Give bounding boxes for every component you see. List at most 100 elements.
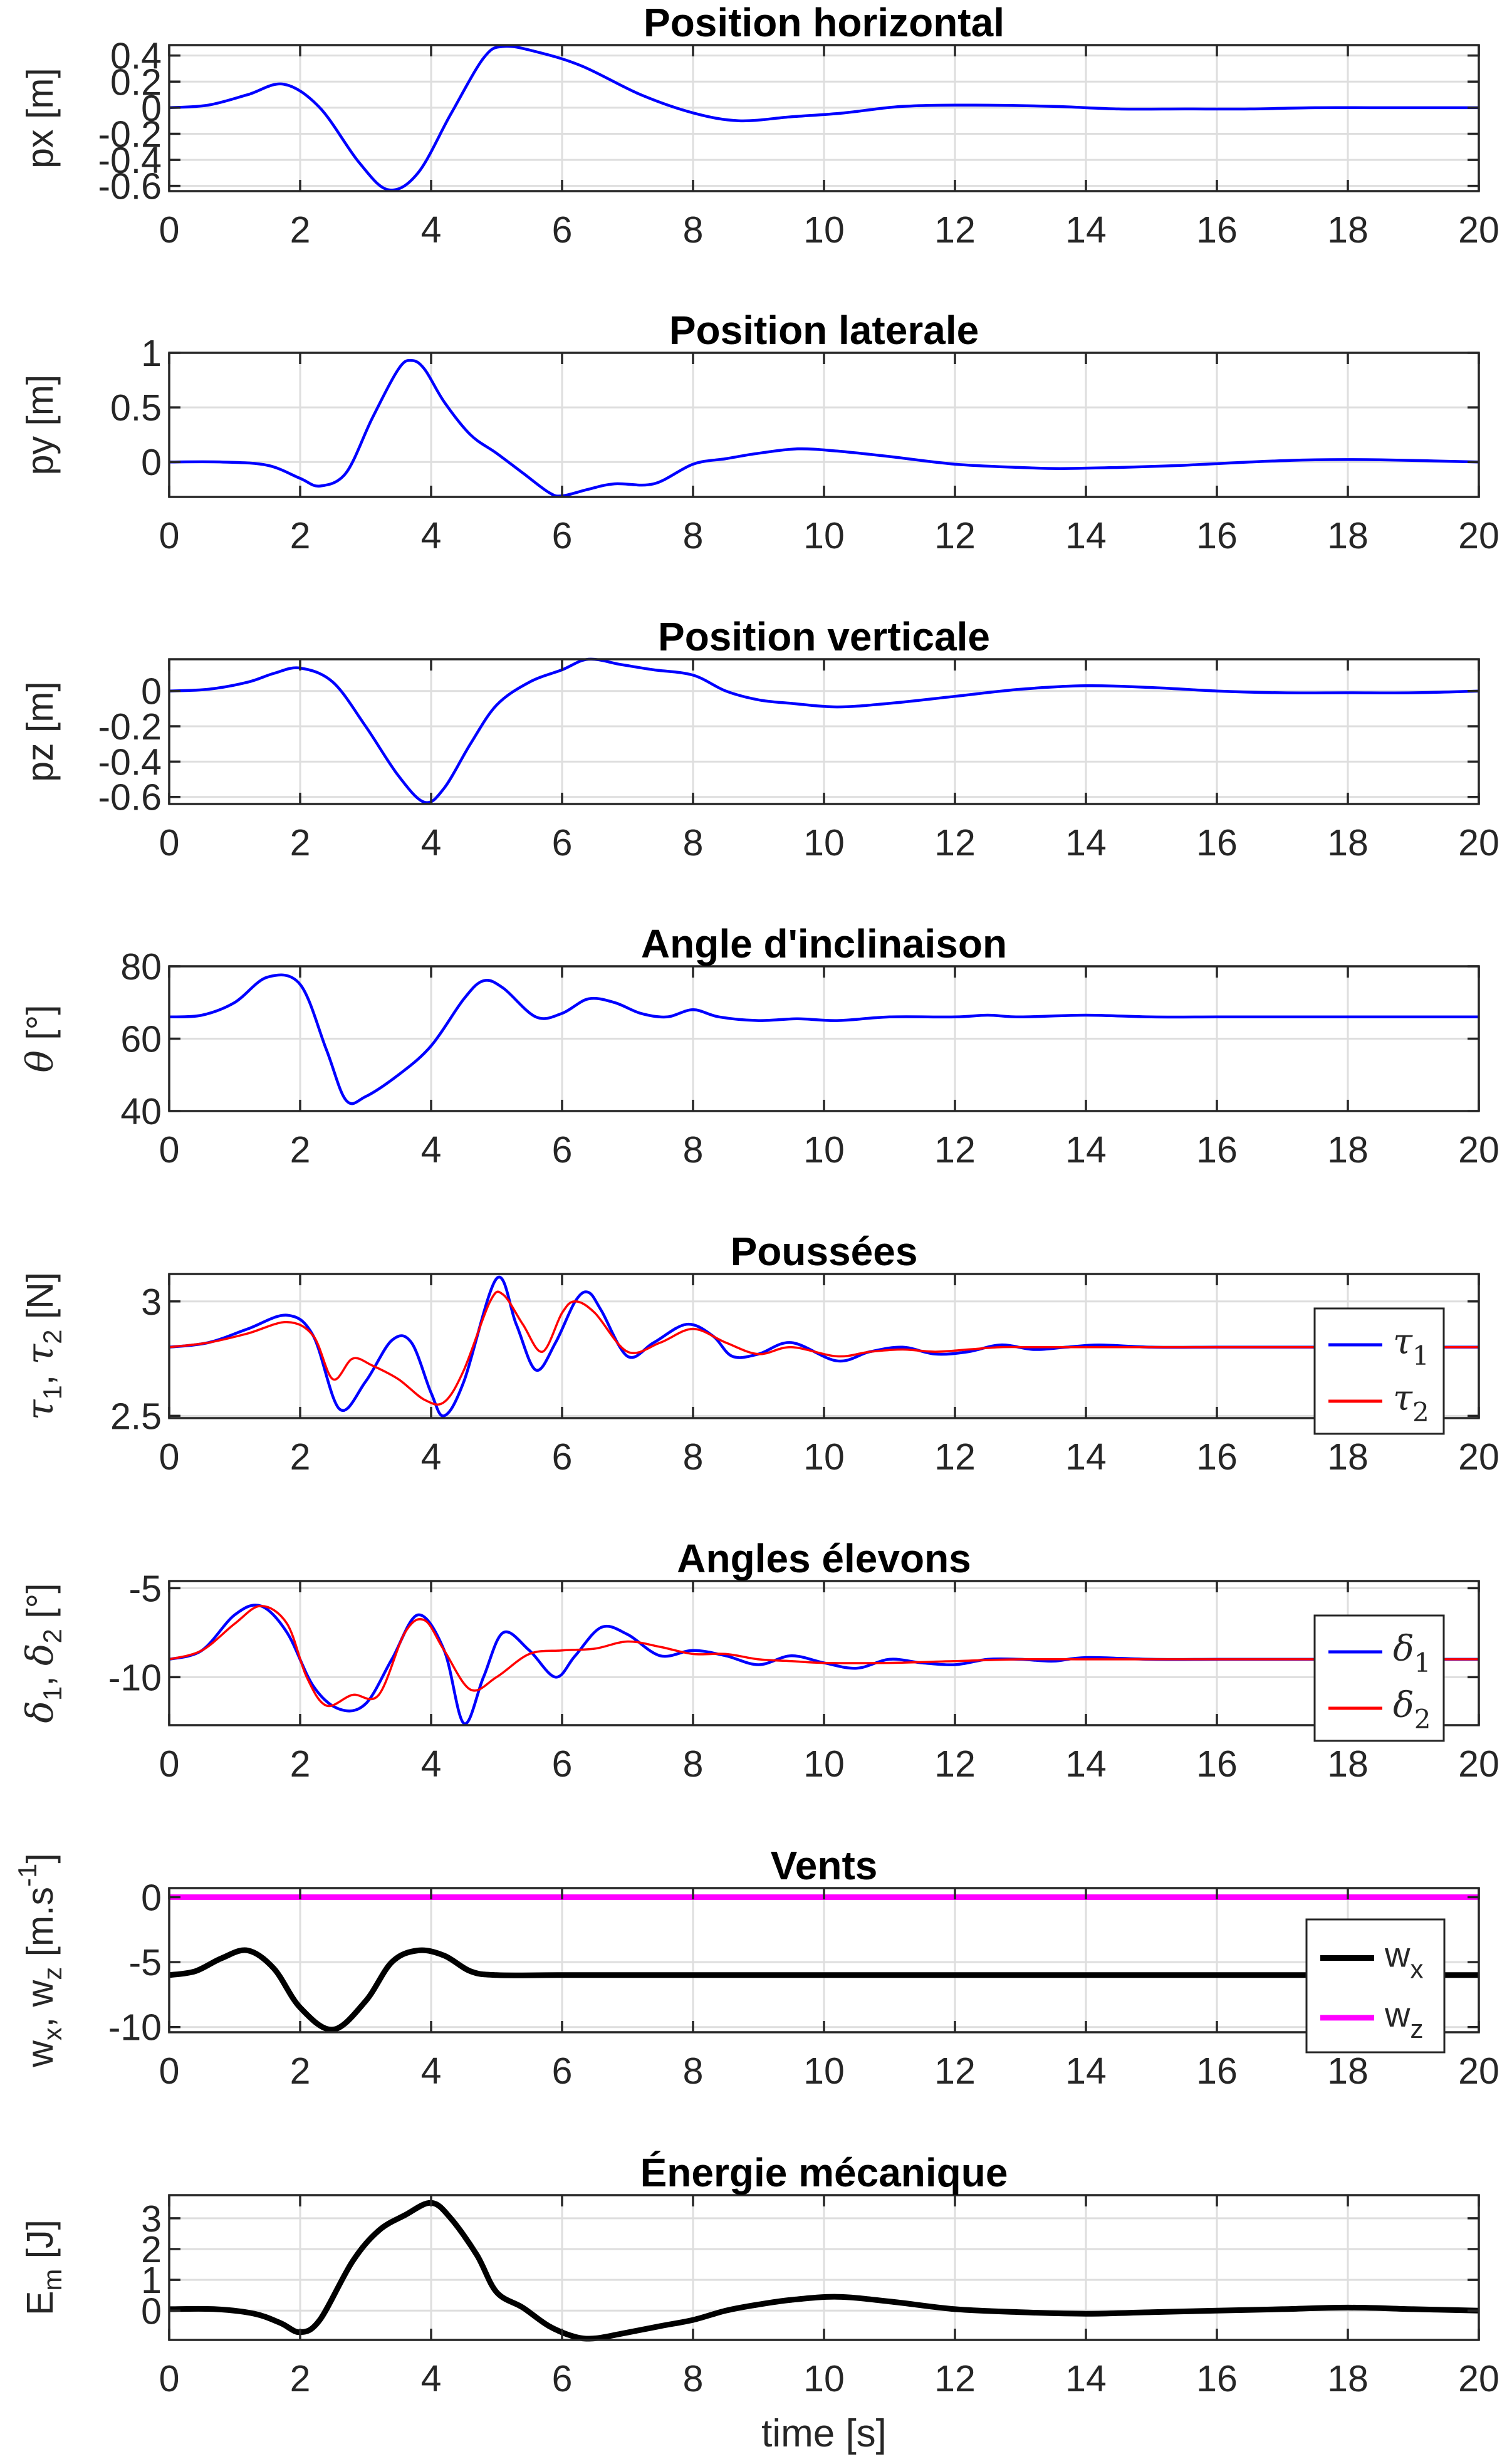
y-tick-label: 2 bbox=[141, 2229, 162, 2270]
x-tick-label: 2 bbox=[290, 1129, 311, 1171]
x-tick-label: 6 bbox=[552, 822, 573, 864]
x-tick-label: 20 bbox=[1458, 1743, 1499, 1785]
y-tick-label: 3 bbox=[141, 1282, 162, 1323]
chart-title: Vents bbox=[771, 1843, 878, 1888]
chart-title: Position verticale bbox=[658, 614, 990, 659]
y-tick-label: -0.2 bbox=[98, 706, 162, 748]
x-tick-label: 16 bbox=[1196, 822, 1238, 864]
x-tick-label: 18 bbox=[1327, 209, 1369, 251]
y-tick-label: 0 bbox=[141, 2290, 162, 2332]
x-tick-label: 14 bbox=[1065, 209, 1107, 251]
y-tick-label: 80 bbox=[120, 946, 162, 988]
chart-title: Position laterale bbox=[669, 308, 979, 353]
x-tick-label: 12 bbox=[934, 1743, 976, 1785]
y-tick-label: 0 bbox=[141, 1877, 162, 1919]
y-tick-label: -0.6 bbox=[98, 777, 162, 818]
y-tick-label: -0.4 bbox=[98, 140, 162, 181]
x-tick-label: 10 bbox=[803, 209, 845, 251]
x-tick-label: 16 bbox=[1196, 1436, 1238, 1478]
chart-title: Position horizontal bbox=[644, 0, 1004, 45]
x-tick-label: 2 bbox=[290, 822, 311, 864]
chart-title: Angles élevons bbox=[677, 1536, 971, 1581]
y-axis-label: py [m] bbox=[19, 375, 61, 476]
x-tick-label: 20 bbox=[1458, 822, 1499, 864]
y-tick-label: 0.4 bbox=[110, 36, 162, 77]
x-tick-label: 8 bbox=[683, 1743, 704, 1785]
y-axis-label: Em [J] bbox=[19, 2220, 67, 2315]
chart-panel-4: 0 2 4 6 8 10 12 14 16 18 20 80 60 40 Angle d'inclinais… bbox=[18, 921, 1499, 1171]
y-axis-label: τ1, τ2 [N] bbox=[18, 1272, 67, 1421]
x-tick-label: 6 bbox=[552, 1129, 573, 1171]
x-tick-label: 4 bbox=[421, 2358, 442, 2399]
chart-title: Angle d'inclinaison bbox=[641, 921, 1007, 966]
x-tick-label: 4 bbox=[421, 1743, 442, 1785]
chart-panel-1: 0 2 4 6 8 10 12 14 16 18 200.40.20-0.2-0.4-0.6Posi… bbox=[19, 0, 1499, 251]
x-tick-label: 10 bbox=[803, 2050, 845, 2092]
x-tick-label: 12 bbox=[934, 209, 976, 251]
y-axis-label: wx, wz [m.s-1] bbox=[13, 1853, 67, 2068]
y-tick-label: 0.5 bbox=[110, 387, 162, 429]
x-tick-label: 8 bbox=[683, 515, 704, 556]
legend-box bbox=[1313, 1307, 1445, 1435]
legend-label: δ2 bbox=[1393, 1685, 1431, 1735]
x-tick-label: 0 bbox=[159, 515, 180, 556]
y-tick-label: 1 bbox=[141, 2260, 162, 2301]
x-tick-label: 6 bbox=[552, 2358, 573, 2399]
x-tick-label: 20 bbox=[1458, 209, 1499, 251]
chart-title: Énergie mécanique bbox=[640, 2150, 1008, 2195]
x-tick-label: 8 bbox=[683, 822, 704, 864]
x-tick-label: 10 bbox=[803, 2358, 845, 2399]
legend-label: τ2 bbox=[1393, 1378, 1429, 1428]
x-tick-label: 4 bbox=[421, 209, 442, 251]
chart-panel-5: 0 2 4 6 8 10 12 14 16 18 20 3 2.5 Poussées τ1, τ2 [N] τ… bbox=[18, 1229, 1499, 1478]
legend-box bbox=[1313, 1614, 1445, 1742]
x-tick-label: 6 bbox=[552, 515, 573, 556]
x-tick-label: 2 bbox=[290, 1743, 311, 1785]
x-tick-label: 2 bbox=[290, 1436, 311, 1478]
x-tick-label: 8 bbox=[683, 1436, 704, 1478]
x-tick-label: 20 bbox=[1458, 515, 1499, 556]
x-tick-label: 20 bbox=[1458, 2358, 1499, 2399]
x-tick-label: 12 bbox=[934, 2050, 976, 2092]
series-line-1 bbox=[169, 973, 1479, 1105]
x-tick-label: 6 bbox=[552, 1436, 573, 1478]
y-axis-label: θ [°] bbox=[18, 1005, 61, 1072]
x-tick-label: 0 bbox=[159, 1743, 180, 1785]
y-axis-label: pz [m] bbox=[19, 681, 61, 782]
x-tick-label: 0 bbox=[159, 2050, 180, 2092]
x-tick-label: 18 bbox=[1327, 822, 1369, 864]
x-axis-label: time [s] bbox=[761, 2412, 887, 2455]
y-tick-label: 2.5 bbox=[110, 1396, 162, 1437]
y-axis-label: px [m] bbox=[19, 68, 61, 169]
x-tick-label: 12 bbox=[934, 515, 976, 556]
x-tick-label: 16 bbox=[1196, 1743, 1238, 1785]
x-tick-label: 10 bbox=[803, 1129, 845, 1171]
series-line-1 bbox=[169, 358, 1479, 498]
x-tick-label: 20 bbox=[1458, 1436, 1499, 1478]
x-tick-label: 10 bbox=[803, 822, 845, 864]
x-tick-label: 2 bbox=[290, 209, 311, 251]
y-tick-label: 0 bbox=[141, 88, 162, 129]
x-tick-label: 18 bbox=[1327, 1436, 1369, 1478]
x-tick-label: 16 bbox=[1196, 2358, 1238, 2399]
x-tick-label: 14 bbox=[1065, 515, 1107, 556]
x-tick-label: 14 bbox=[1065, 1129, 1107, 1171]
y-tick-label: -5 bbox=[129, 1942, 162, 1983]
x-tick-label: 8 bbox=[683, 2358, 704, 2399]
x-tick-label: 4 bbox=[421, 822, 442, 864]
x-tick-label: 18 bbox=[1327, 2050, 1369, 2092]
legend-box bbox=[1305, 1918, 1446, 2054]
x-tick-label: 14 bbox=[1065, 2050, 1107, 2092]
x-tick-label: 10 bbox=[803, 1436, 845, 1478]
x-tick-label: 0 bbox=[159, 209, 180, 251]
x-tick-label: 18 bbox=[1327, 1743, 1369, 1785]
x-tick-label: 4 bbox=[421, 515, 442, 556]
legend-label: wz bbox=[1384, 1995, 1423, 2044]
x-tick-label: 0 bbox=[159, 822, 180, 864]
x-tick-label: 4 bbox=[421, 1436, 442, 1478]
x-tick-label: 6 bbox=[552, 2050, 573, 2092]
x-tick-label: 2 bbox=[290, 515, 311, 556]
